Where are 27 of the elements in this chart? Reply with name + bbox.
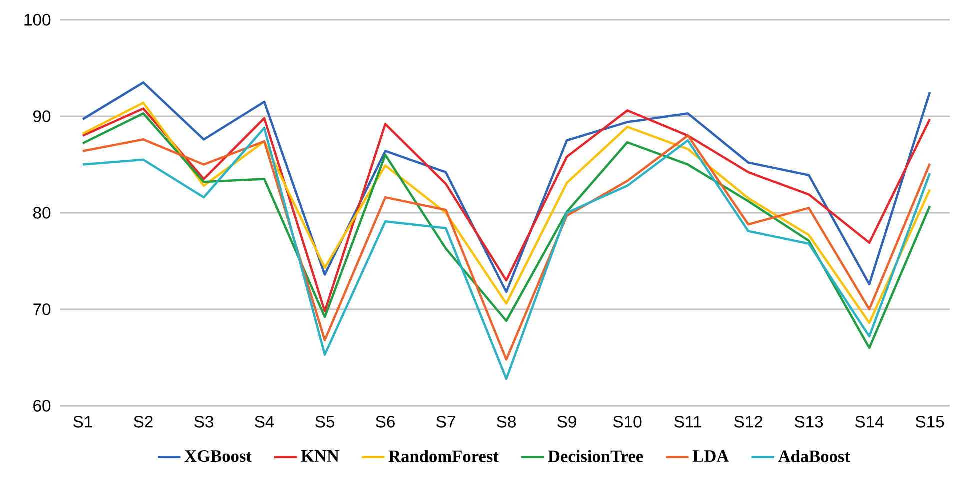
legend-label: KNN	[301, 450, 340, 462]
x-tick-label: S4	[255, 416, 274, 428]
x-tick-label: S8	[497, 416, 516, 428]
x-tick-label: S2	[134, 416, 153, 428]
x-tick-label: S10	[613, 416, 642, 428]
x-tick-label: S9	[558, 416, 576, 428]
y-tick-label: 70	[34, 304, 51, 316]
x-tick-label: S13	[794, 416, 824, 428]
y-tick-label: 100	[24, 14, 51, 26]
x-tick-label: S11	[674, 416, 702, 428]
x-tick-label: S6	[376, 416, 395, 428]
legend-label: LDA	[692, 450, 730, 462]
legend-label: AdaBoost	[778, 450, 850, 462]
y-tick-label: 60	[34, 400, 51, 412]
y-tick-label: 90	[34, 110, 51, 122]
x-tick-label: S3	[194, 416, 214, 428]
x-tick-label: S14	[855, 416, 884, 428]
legend-label: RandomForest	[388, 450, 499, 462]
x-tick-label: S7	[436, 416, 456, 428]
legend-label: DecisionTree	[548, 450, 644, 462]
x-tick-label: S15	[916, 416, 944, 428]
x-tick-label: S12	[734, 416, 763, 428]
x-tick-label: S1	[74, 416, 92, 428]
y-tick-label: 80	[33, 207, 51, 219]
legend-label: XGBoost	[184, 450, 252, 462]
x-tick-label: S5	[316, 416, 335, 428]
line-series	[82, 82, 932, 294]
